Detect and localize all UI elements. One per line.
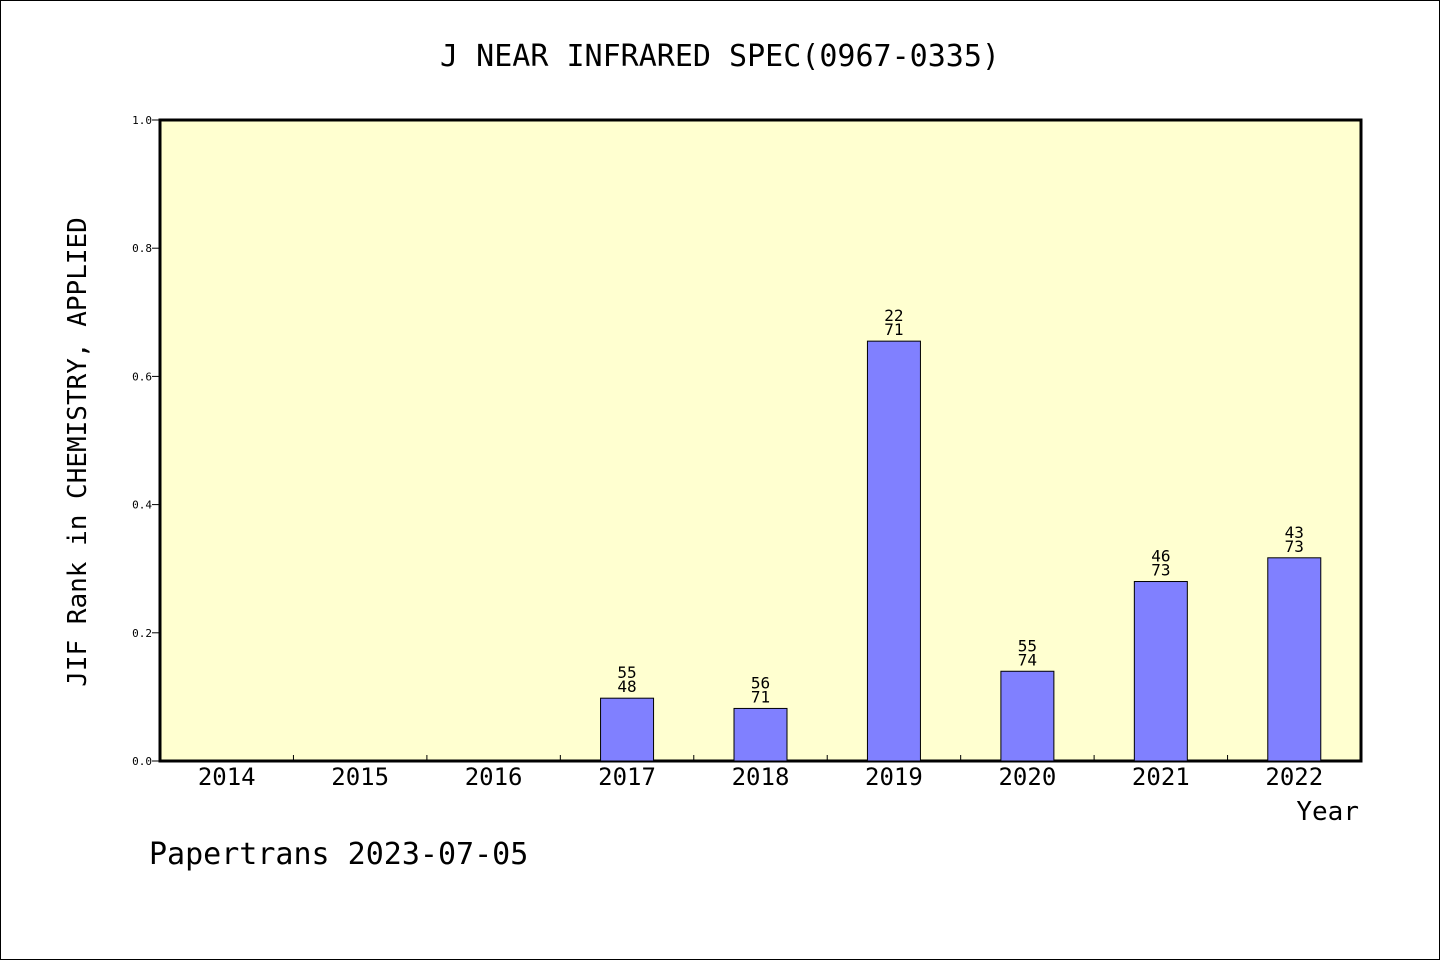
y-axis-ticks: 0.0 0.2 0.4 0.6 0.8 1.0 xyxy=(132,114,160,768)
bar-label-rank: 46 xyxy=(1151,547,1170,566)
bar-label-total: 73 xyxy=(1285,537,1304,556)
bar-label-rank: 55 xyxy=(617,663,636,682)
bar-label-rank: 43 xyxy=(1285,523,1304,542)
bar xyxy=(1000,670,1055,762)
y-tick-label: 0.2 xyxy=(132,627,152,640)
bars xyxy=(600,340,1322,762)
x-tick-label: 2016 xyxy=(465,763,523,791)
x-tick-label: 2022 xyxy=(1265,763,1323,791)
bar xyxy=(1133,581,1188,762)
chart-title: J NEAR INFRARED SPEC(0967-0335) xyxy=(440,39,1000,74)
bar xyxy=(733,707,788,762)
x-tick-label: 2014 xyxy=(198,763,256,791)
y-tick-label: 0.0 xyxy=(132,755,152,768)
bar-label-total: 73 xyxy=(1151,561,1170,580)
x-tick-label: 2021 xyxy=(1132,763,1190,791)
footer-watermark: Papertrans 2023-07-05 xyxy=(149,837,528,872)
bar-label-total: 71 xyxy=(884,320,903,339)
bar-label-total: 48 xyxy=(617,677,636,696)
y-tick-label: 0.4 xyxy=(132,499,152,512)
x-tick-label: 2020 xyxy=(998,763,1056,791)
bar-label-rank: 55 xyxy=(1018,636,1037,655)
x-axis-label: Year xyxy=(1296,797,1359,827)
bar-label-total: 71 xyxy=(751,687,770,706)
x-tick-label: 2019 xyxy=(865,763,923,791)
y-tick-label: 1.0 xyxy=(132,114,152,127)
y-axis-label: JIF Rank in CHEMISTRY, APPLIED xyxy=(63,217,93,687)
x-tick-label: 2018 xyxy=(732,763,790,791)
y-tick-label: 0.6 xyxy=(132,370,152,383)
y-tick-label: 0.8 xyxy=(132,242,152,255)
bar xyxy=(600,697,655,762)
bar xyxy=(1267,557,1322,762)
x-tick-label: 2015 xyxy=(331,763,389,791)
bar-label-total: 74 xyxy=(1018,650,1037,669)
bar-label-rank: 56 xyxy=(751,673,770,692)
bar-label-rank: 22 xyxy=(884,306,903,325)
x-axis-ticks: 2014 2015 2016 2017 2018 2019 2020 2021 2022 xyxy=(198,755,1323,791)
bar xyxy=(866,340,921,762)
x-tick-label: 2017 xyxy=(598,763,656,791)
